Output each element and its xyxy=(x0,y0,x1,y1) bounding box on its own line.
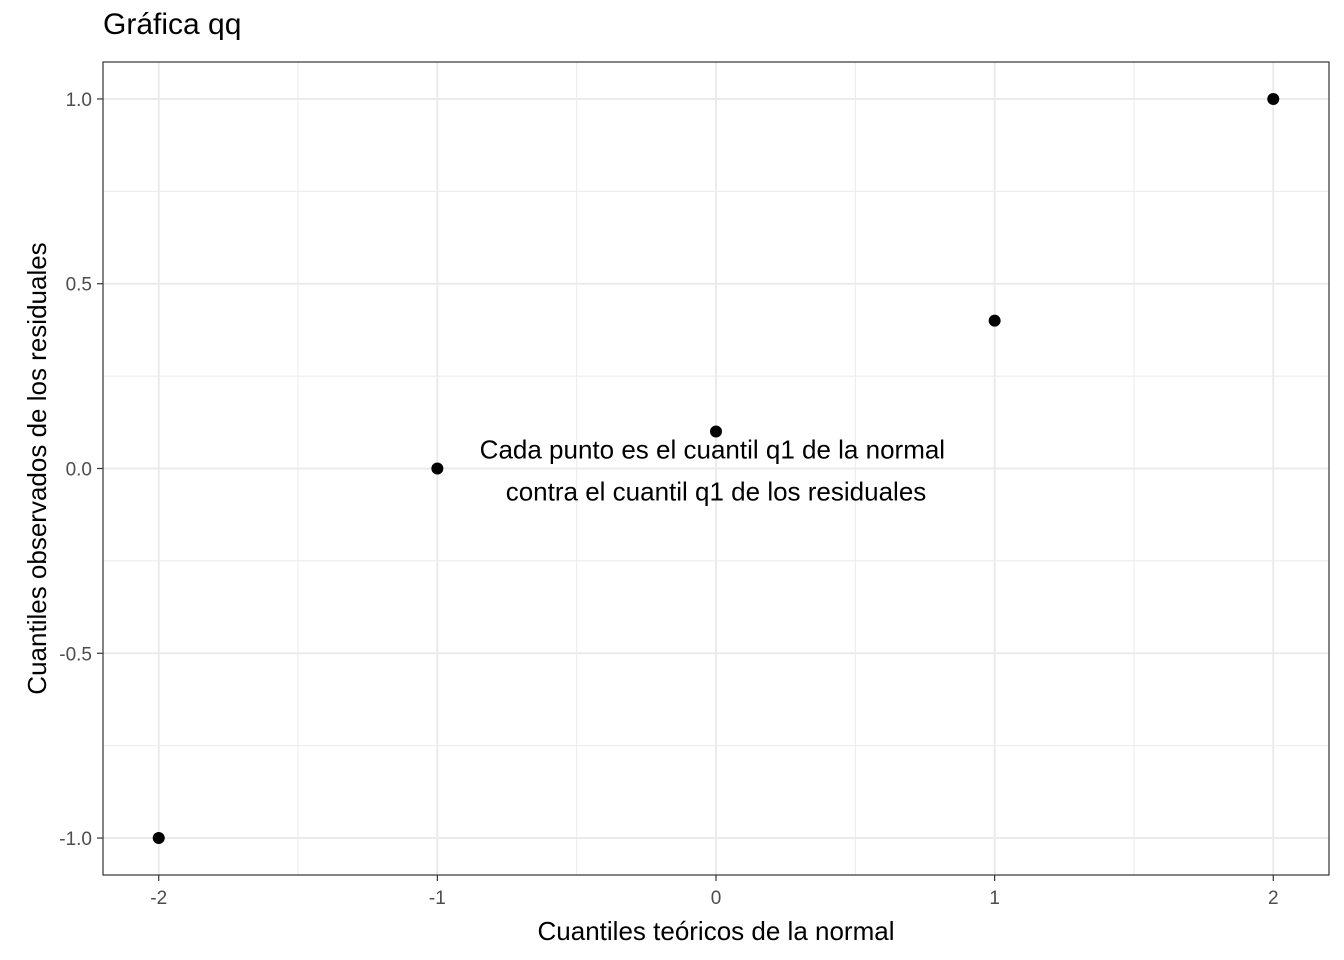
y-tick-label: -1.0 xyxy=(59,829,92,850)
data-point xyxy=(988,314,1001,327)
x-axis-title: Cuantiles teóricos de la normal xyxy=(538,916,895,946)
x-tick-label: 1 xyxy=(989,888,1000,909)
x-tick-label: -2 xyxy=(150,888,167,909)
chart-title: Gráfica qq xyxy=(103,8,242,41)
x-tick-label: -1 xyxy=(429,888,446,909)
y-axis: -1.0 -0.5 0.0 0.5 1.0 xyxy=(59,90,103,850)
x-axis: -2 -1 0 1 2 xyxy=(150,875,1279,909)
y-axis-title: Cuantiles observados de los residuales xyxy=(22,242,52,694)
data-points xyxy=(152,92,1280,845)
annotation-line-1: Cada punto es el cuantil q1 de la normal xyxy=(480,435,945,465)
data-point xyxy=(710,425,722,438)
x-tick-label: 2 xyxy=(1268,888,1279,909)
grid-major xyxy=(103,62,1329,875)
y-tick-label: -0.5 xyxy=(59,644,92,665)
annotation-line-2: contra el cuantil q1 de los residuales xyxy=(506,477,927,507)
y-tick-label: 1.0 xyxy=(66,90,92,111)
data-point xyxy=(152,832,165,845)
y-tick-label: 0.0 xyxy=(66,460,92,481)
data-point xyxy=(431,462,444,475)
y-tick-label: 0.5 xyxy=(66,275,92,296)
data-point xyxy=(1267,92,1280,105)
x-tick-label: 0 xyxy=(711,888,722,909)
annotation: Cada punto es el cuantil q1 de la normal… xyxy=(480,435,953,507)
